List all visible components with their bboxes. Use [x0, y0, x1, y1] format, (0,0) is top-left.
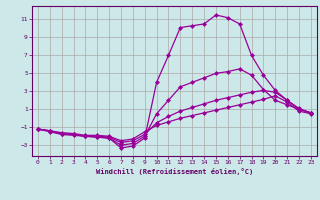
- X-axis label: Windchill (Refroidissement éolien,°C): Windchill (Refroidissement éolien,°C): [96, 168, 253, 175]
